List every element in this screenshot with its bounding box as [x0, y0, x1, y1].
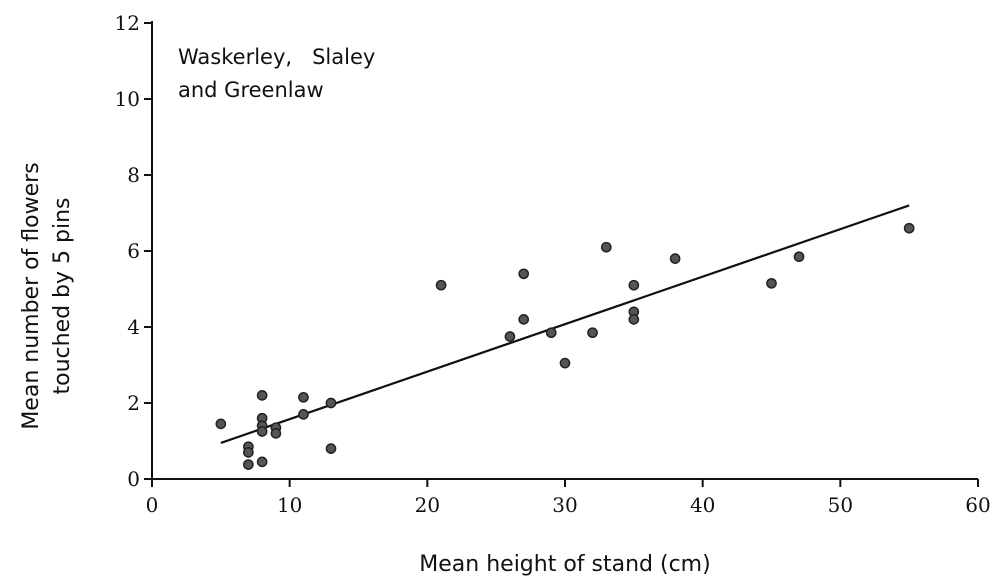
annotation-line-1: Waskerley, Slaley: [178, 45, 375, 69]
y-tick-label: 10: [115, 87, 140, 111]
x-tick-label: 30: [552, 493, 577, 517]
data-point: [243, 459, 254, 470]
data-point: [793, 251, 805, 263]
y-tick-label: 8: [127, 163, 140, 187]
data-point: [243, 447, 254, 458]
y-tick-label: 0: [127, 467, 140, 491]
x-tick-label: 0: [146, 493, 159, 517]
trend-line: [220, 204, 910, 444]
data-point: [504, 331, 516, 342]
x-tick-label: 60: [965, 493, 990, 517]
x-axis-label: Mean height of stand (cm): [419, 552, 710, 577]
data-point: [256, 390, 268, 401]
y-axis-label: Mean number of flowers touched by 5 pins: [19, 162, 75, 429]
data-point: [628, 314, 640, 325]
x-tick-label: 10: [277, 493, 302, 517]
data-point: [518, 314, 530, 325]
data-points: [215, 222, 915, 470]
data-point: [215, 418, 227, 430]
data-point: [903, 222, 915, 234]
data-point: [628, 279, 640, 291]
annotation-line-2: and Greenlaw: [178, 78, 324, 102]
data-point: [325, 397, 337, 409]
data-point: [669, 253, 681, 264]
trend-line-group: [220, 204, 910, 444]
data-point: [256, 426, 268, 437]
data-point: [298, 409, 309, 420]
y-tick-label: 4: [127, 315, 140, 339]
x-tick-label: 40: [690, 493, 715, 517]
data-point: [518, 268, 530, 280]
x-ticks: 0 10 20 30 40 50 60: [146, 479, 991, 517]
x-tick-label: 20: [415, 493, 440, 517]
data-point: [766, 277, 777, 289]
y-axis-label-line-1: Mean number of flowers: [19, 162, 44, 429]
data-point: [545, 327, 557, 339]
y-tick-label: 12: [115, 11, 140, 35]
data-point: [600, 241, 612, 253]
data-point: [325, 443, 337, 454]
y-tick-label: 2: [127, 391, 140, 415]
y-ticks: 0 2 4 6 8 10 12: [115, 11, 152, 491]
data-point: [587, 327, 598, 339]
data-point: [435, 279, 447, 291]
data-point: [256, 456, 268, 468]
x-tick-label: 50: [828, 493, 853, 517]
data-point: [270, 428, 282, 439]
data-point: [559, 357, 571, 369]
data-point: [298, 391, 309, 403]
y-tick-label: 6: [127, 239, 140, 263]
y-axis-label-line-2: touched by 5 pins: [50, 197, 75, 394]
